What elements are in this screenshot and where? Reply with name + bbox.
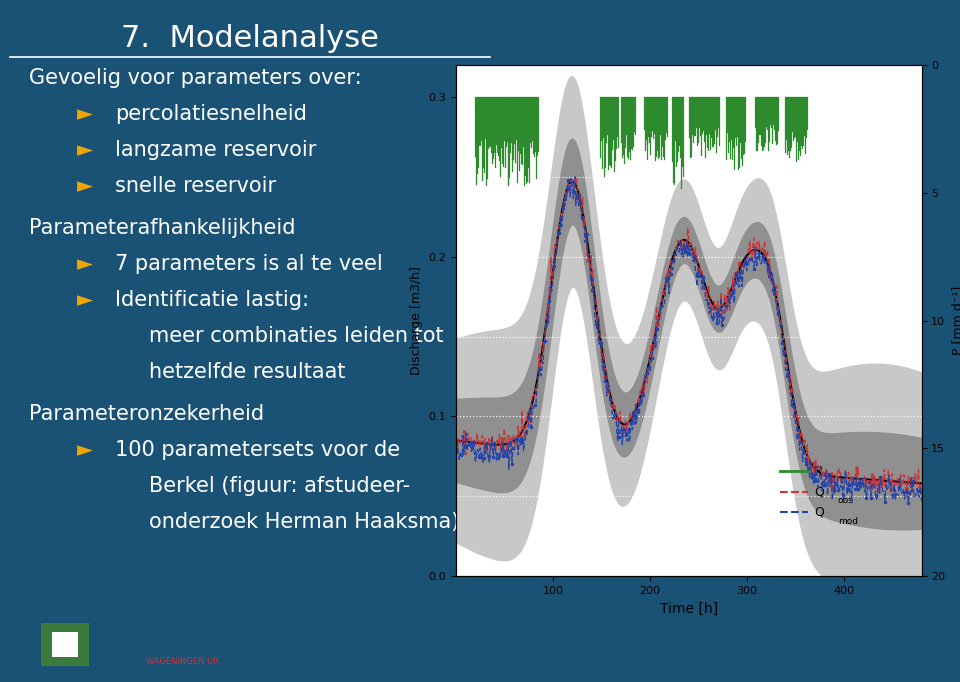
Y-axis label: Discharge [m3/h]: Discharge [m3/h] xyxy=(410,266,423,375)
Text: WAGENINGEN UR: WAGENINGEN UR xyxy=(146,657,219,666)
Text: onderzoek Herman Haaksma): onderzoek Herman Haaksma) xyxy=(149,512,459,532)
Text: P: P xyxy=(814,465,822,478)
Text: hetzelfde resultaat: hetzelfde resultaat xyxy=(149,362,346,382)
Text: WAGENINGEN UNIVERSITY: WAGENINGEN UNIVERSITY xyxy=(115,624,250,634)
Text: ►: ► xyxy=(77,254,93,274)
Text: Parameterafhankelijkheid: Parameterafhankelijkheid xyxy=(29,218,296,238)
Text: 7.  Modelanalyse: 7. Modelanalyse xyxy=(121,24,378,53)
Text: mod: mod xyxy=(838,516,858,526)
Text: ►: ► xyxy=(77,440,93,460)
Text: Identificatie lastig:: Identificatie lastig: xyxy=(115,290,309,310)
Text: langzame reservoir: langzame reservoir xyxy=(115,140,317,160)
Text: Parameteronzekerheid: Parameteronzekerheid xyxy=(29,404,264,424)
Text: Berkel (figuur: afstudeer-: Berkel (figuur: afstudeer- xyxy=(149,476,410,496)
Text: ►: ► xyxy=(77,176,93,196)
Text: meer combinaties leiden tot: meer combinaties leiden tot xyxy=(149,326,444,346)
Text: Gevoelig voor parameters over:: Gevoelig voor parameters over: xyxy=(29,68,361,88)
X-axis label: Time [h]: Time [h] xyxy=(660,602,718,616)
Text: ►: ► xyxy=(77,290,93,310)
Bar xyxy=(41,623,88,666)
Text: percolatiesnelheid: percolatiesnelheid xyxy=(115,104,307,124)
Y-axis label: P [mm d⁻¹]: P [mm d⁻¹] xyxy=(951,286,960,355)
Text: Q: Q xyxy=(814,486,825,499)
Text: obs: obs xyxy=(838,496,853,505)
Text: 7 parameters is al te veel: 7 parameters is al te veel xyxy=(115,254,383,274)
Text: ►: ► xyxy=(77,104,93,124)
Text: 100 parametersets voor de: 100 parametersets voor de xyxy=(115,440,400,460)
Bar xyxy=(52,632,78,657)
Text: snelle reservoir: snelle reservoir xyxy=(115,176,276,196)
Text: Q: Q xyxy=(814,506,825,519)
Text: ►: ► xyxy=(77,140,93,160)
